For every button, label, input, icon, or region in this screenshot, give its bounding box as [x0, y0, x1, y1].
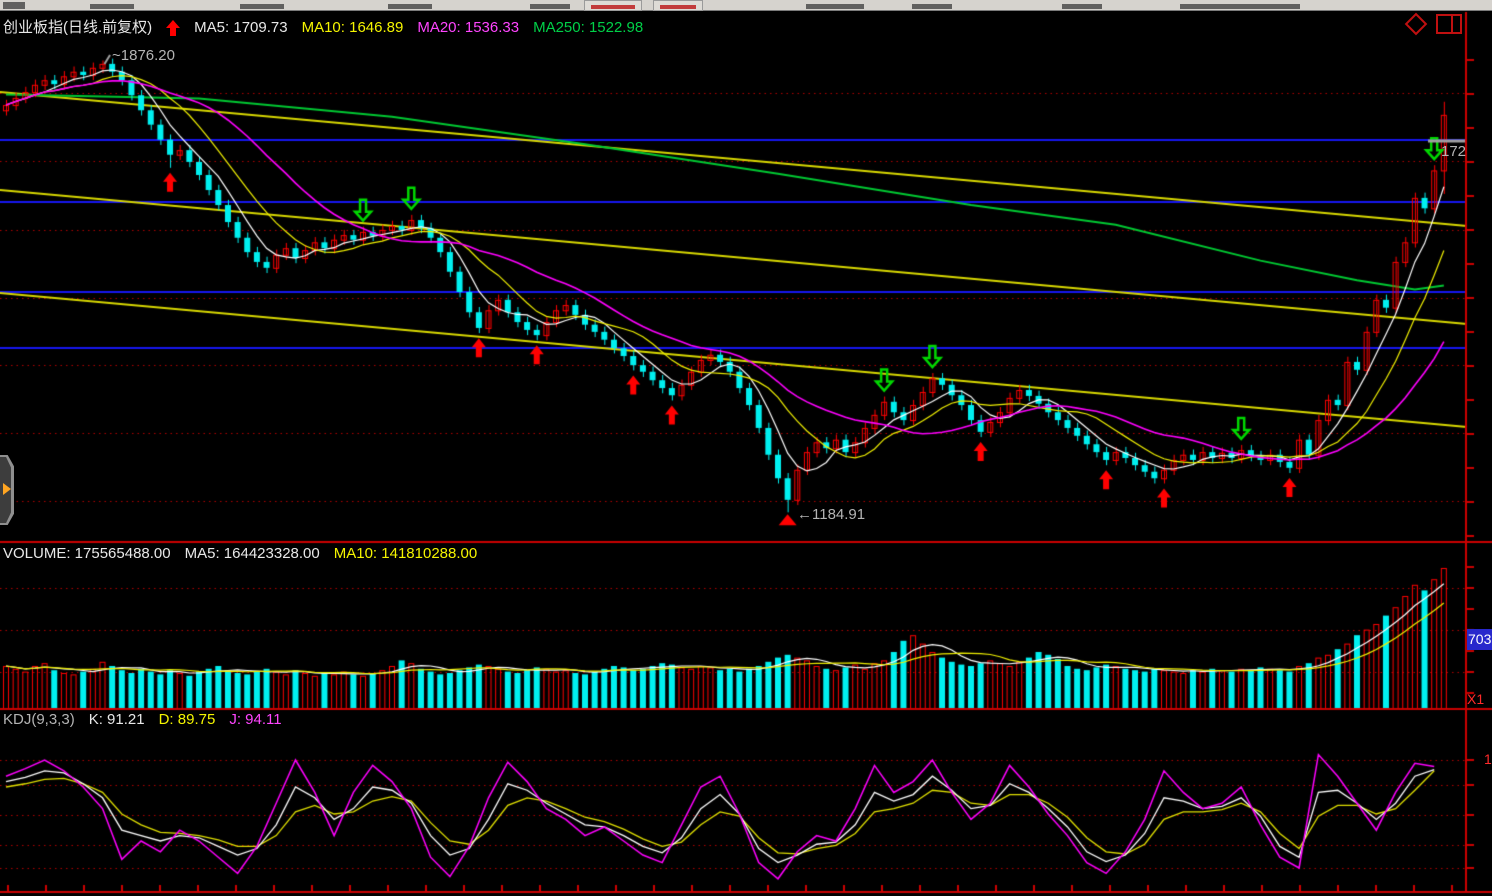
volume-multiplier-label: X1 — [1467, 691, 1485, 707]
menu-text-fragment — [806, 4, 864, 9]
toolbar-button-a[interactable] — [584, 0, 642, 11]
menu-text-fragment — [240, 4, 284, 9]
volume-header: VOLUME: 175565488.00 MA5: 164423328.00 M… — [3, 545, 477, 562]
menu-text-fragment — [1180, 4, 1300, 9]
menu-bar[interactable] — [0, 0, 1492, 11]
menu-text-fragment — [912, 4, 952, 9]
last-price-axis-label: 172 — [1441, 143, 1467, 160]
menu-text-fragment — [530, 4, 570, 9]
stock-title: 创业板指(日线.前复权) — [3, 19, 153, 36]
volume-value: VOLUME: 175565488.00 — [3, 545, 171, 562]
kdj-axis-label: 1 — [1484, 751, 1492, 767]
menu-text-fragment — [1062, 4, 1102, 9]
low-price-annotation: ←1184.91 — [797, 506, 866, 523]
kdj-name: KDJ(9,3,3) — [3, 711, 75, 728]
ma10-value: MA10: 1646.89 — [301, 19, 404, 36]
kdj-d-value: D: 89.75 — [158, 711, 216, 728]
ma5-value: MA5: 1709.73 — [194, 19, 288, 36]
up-arrow-icon — [166, 20, 181, 40]
main-chart-header: 创业板指(日线.前复权) MA5: 1709.73 MA10: 1646.89 … — [3, 19, 643, 40]
panel-expand-handle[interactable] — [0, 455, 14, 525]
kdj-k-value: K: 91.21 — [88, 711, 145, 728]
split-window-icon[interactable] — [1436, 14, 1462, 34]
menu-text-fragment — [90, 4, 134, 9]
menu-icon-fragment — [3, 2, 25, 9]
toolbar-button-b[interactable] — [653, 0, 703, 11]
ma250-value: MA250: 1522.98 — [533, 19, 644, 36]
kdj-header: KDJ(9,3,3) K: 91.21 D: 89.75 J: 94.11 — [3, 711, 282, 728]
volume-axis-badge: 703 — [1467, 629, 1492, 650]
volume-ma5-value: MA5: 164423328.00 — [184, 545, 320, 562]
expand-arrow-icon — [3, 483, 11, 495]
high-price-annotation: ~1876.20 — [112, 47, 175, 64]
kdj-j-value: J: 94.11 — [229, 711, 282, 728]
volume-ma10-value: MA10: 141810288.00 — [333, 545, 478, 562]
menu-text-fragment — [388, 4, 432, 9]
ma20-value: MA20: 1536.33 — [417, 19, 520, 36]
